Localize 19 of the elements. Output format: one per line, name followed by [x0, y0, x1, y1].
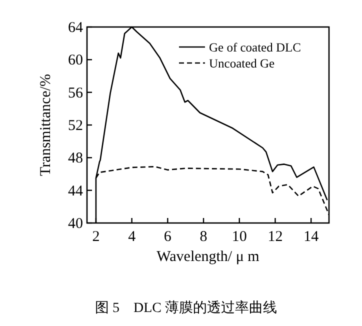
x-tick-label: 14	[304, 229, 320, 245]
y-tick-label: 60	[68, 52, 83, 69]
y-tick-label: 48	[68, 150, 83, 167]
caption: 图 5 DLC 薄膜的透过率曲线	[95, 300, 277, 316]
x-tick-label: 8	[200, 229, 208, 245]
x-axis-title: Wavelength/ μ m	[156, 249, 260, 265]
y-tick-label: 52	[68, 118, 83, 134]
x-tick-label: 2	[92, 229, 100, 245]
y-tick-label: 56	[68, 85, 84, 102]
x-tick-label: 4	[128, 229, 136, 245]
x-tick-label: 10	[232, 229, 247, 245]
y-tick-label: 64	[68, 20, 84, 36]
x-tick-label: 6	[164, 229, 172, 245]
legend-label: Ge of coated DLC	[209, 40, 301, 54]
y-axis-title: Transmittance/%	[38, 74, 54, 176]
y-tick-label: 40	[68, 216, 83, 232]
y-tick-label: 44	[68, 183, 84, 200]
legend-label: Uncoated Ge	[209, 56, 276, 70]
x-tick-label: 12	[268, 229, 283, 245]
